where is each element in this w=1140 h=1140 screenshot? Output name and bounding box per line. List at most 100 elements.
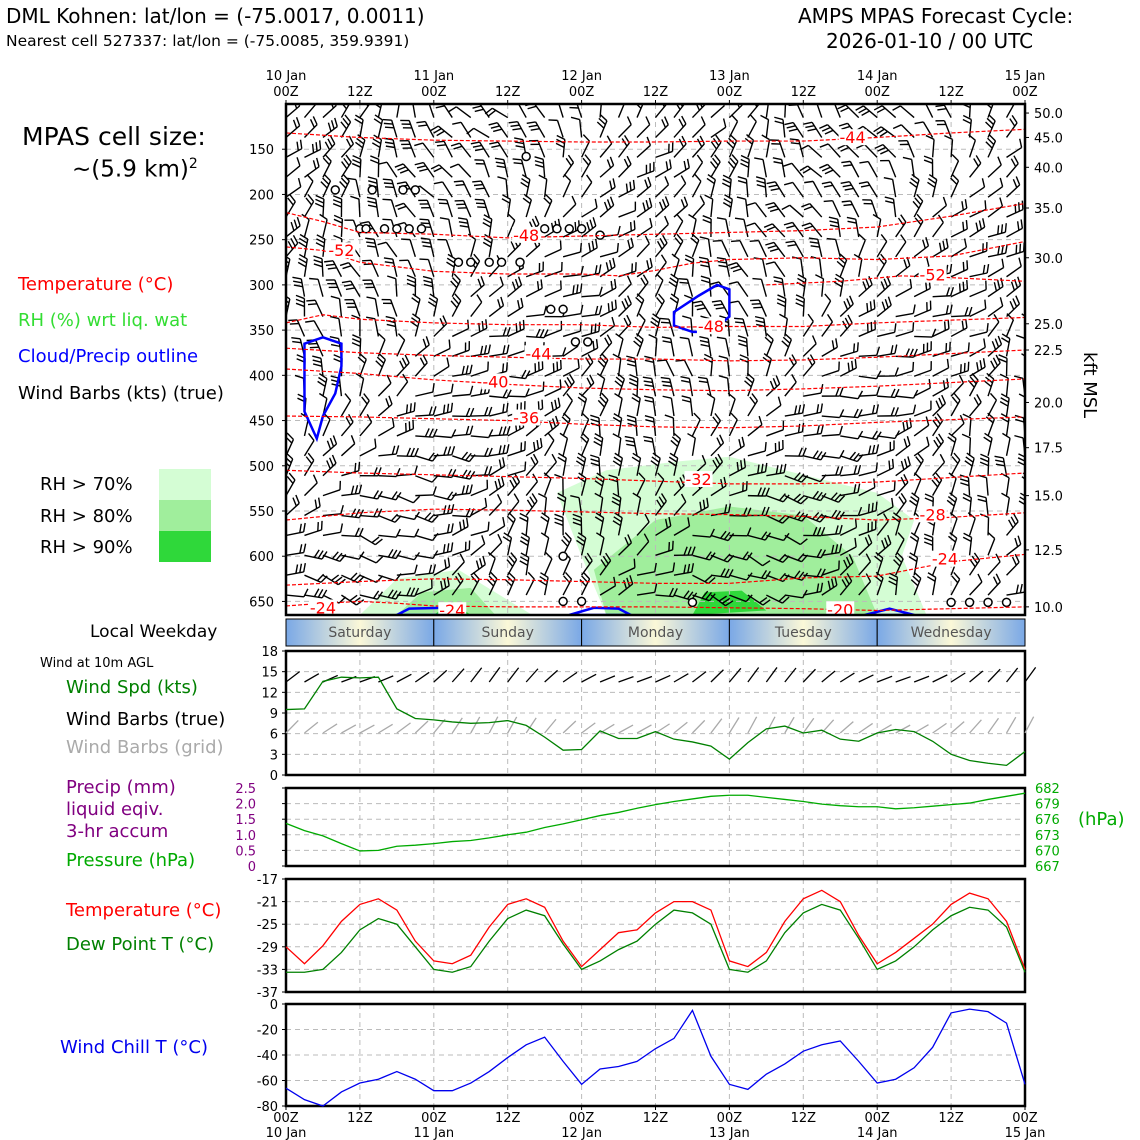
barb-flag <box>873 105 883 111</box>
barb-flag <box>1020 219 1024 229</box>
barb-staff <box>433 475 452 479</box>
wind-barb <box>840 451 864 463</box>
barb-flag <box>472 180 482 183</box>
barb-flag <box>577 536 586 543</box>
barb-staff <box>396 381 409 397</box>
barb-flag <box>576 539 585 547</box>
wind-barb <box>581 339 599 357</box>
wind-barb <box>950 219 968 238</box>
wind-barb <box>877 344 898 358</box>
top-time-label: 00Z <box>273 85 299 100</box>
barb-staff <box>488 501 503 516</box>
wind-barb <box>548 119 564 138</box>
bottom-date-label: 10 Jan <box>266 1126 307 1140</box>
barb-staff <box>322 199 325 218</box>
wind-barb <box>987 354 1001 377</box>
barb-staff <box>414 298 421 317</box>
barb-flag <box>812 450 819 459</box>
barb-staff <box>766 448 784 457</box>
legend-rh70-label: RH > 70% <box>40 474 133 495</box>
barb-flag <box>858 107 867 114</box>
barb-staff <box>488 541 503 556</box>
wind-barb <box>596 532 605 556</box>
barb-flag <box>561 539 569 547</box>
barb-flag <box>789 138 799 141</box>
barb-staff <box>761 258 768 277</box>
barb-flag <box>800 144 809 151</box>
barb-flag <box>1004 244 1008 254</box>
wind-barb <box>747 594 771 606</box>
barb-flag <box>384 126 395 129</box>
barb-flag <box>1012 178 1018 188</box>
barb-flag <box>595 339 599 349</box>
barb-staff <box>840 435 859 440</box>
height-tick-label: 40.0 <box>1034 161 1063 176</box>
wind-barb <box>774 116 786 138</box>
barb-flag <box>917 452 924 461</box>
barb-flag <box>951 153 959 162</box>
barb-staff <box>581 181 593 198</box>
barb-flag <box>894 407 899 417</box>
barb-flag <box>687 546 692 556</box>
wind-barb <box>969 178 986 198</box>
barb-staff <box>710 420 722 437</box>
barb-flag <box>635 296 643 305</box>
isotherm-line <box>286 314 1025 328</box>
wind-barb <box>880 159 897 178</box>
barb-staff <box>673 594 692 601</box>
barb-flag <box>926 436 930 446</box>
barb-flag <box>704 575 713 583</box>
barb-staff <box>867 181 878 198</box>
wind-barb <box>383 257 398 277</box>
barb-flag <box>966 260 969 270</box>
wind-barb <box>969 264 990 278</box>
barb-flag <box>763 223 773 228</box>
barb-staff <box>396 594 415 597</box>
wind-barb <box>755 176 768 198</box>
barb-flag <box>286 456 292 464</box>
barb-flag <box>313 588 320 597</box>
barb-flag <box>341 280 351 284</box>
wind-barb <box>612 433 622 456</box>
barb-flag <box>965 219 968 230</box>
wind-barb <box>540 512 550 536</box>
wind-barb <box>884 196 897 218</box>
wind-barb <box>983 432 993 456</box>
barb-staff <box>1006 208 1024 218</box>
barb-flag <box>977 573 983 583</box>
barb-flag <box>709 161 717 170</box>
barb-flag <box>606 199 612 209</box>
barb-staff <box>377 139 383 158</box>
barb-flag <box>987 95 994 101</box>
barb-staff <box>692 594 710 602</box>
barb-flag <box>595 512 605 519</box>
wind-barb <box>325 279 343 297</box>
barb-flag <box>446 257 456 264</box>
barb-staff <box>906 140 915 158</box>
wind-barb <box>710 434 725 457</box>
barb-flag <box>632 179 636 189</box>
barb-flag <box>799 538 808 546</box>
barb-staff <box>968 379 979 397</box>
barb-flag <box>448 339 451 349</box>
barb-flag <box>430 164 440 170</box>
barb-staff <box>811 121 823 138</box>
barb-flag <box>354 485 359 495</box>
barb-flag <box>668 281 677 288</box>
wind-barb <box>949 512 958 536</box>
barb-flag <box>435 140 445 143</box>
barb-staff <box>618 209 636 218</box>
wind-barb <box>828 216 841 238</box>
barb-flag <box>514 473 521 483</box>
barb-flag <box>626 355 636 360</box>
wind-barb <box>599 135 613 158</box>
barb-staff <box>821 433 840 437</box>
isotherm-line <box>286 347 1025 362</box>
weekday-name: Sunday <box>482 625 534 641</box>
barb-flag <box>727 503 732 513</box>
wind-barb <box>895 456 911 477</box>
barb-flag <box>722 118 727 128</box>
barb-staff <box>599 186 616 198</box>
wind-barb <box>987 297 1004 318</box>
barb-staff <box>562 291 581 298</box>
